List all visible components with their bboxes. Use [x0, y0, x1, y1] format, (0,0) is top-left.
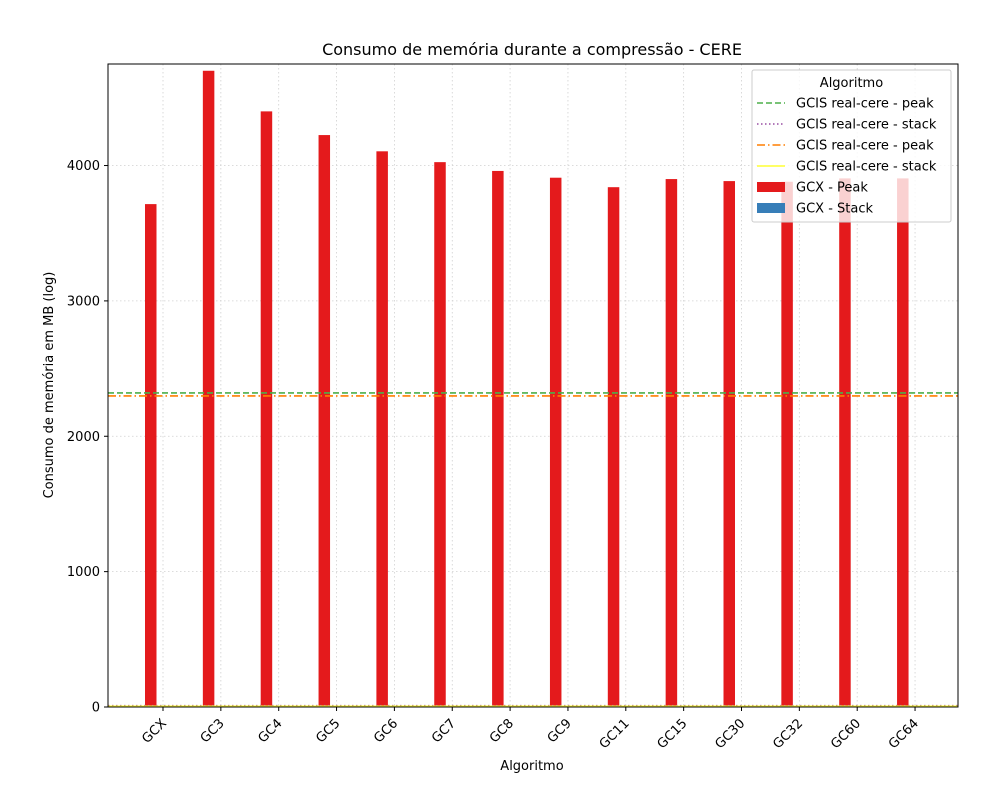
legend-entry-label: GCX - Peak	[796, 181, 868, 196]
bar-peak-GC30	[723, 181, 735, 707]
plot-area-frame	[107, 63, 959, 708]
bar-peak-GC32	[781, 181, 793, 708]
legend-entry-label: GCIS real-cere - peak	[796, 97, 934, 112]
y-tick-label: 2000	[67, 430, 100, 445]
legend-box	[751, 69, 952, 223]
legend-entry-label: GCIS real-cere - stack	[796, 118, 937, 133]
reference-lines	[108, 392, 958, 708]
y-tick-label: 0	[92, 701, 100, 716]
legend-patch-swatch	[757, 203, 785, 213]
bar-peak-GC60	[839, 178, 851, 707]
bar-peak-GC6	[376, 151, 388, 708]
bar-peak-GC4	[260, 111, 273, 707]
y-tick-label: 4000	[67, 159, 100, 174]
legend: Algoritmo GCIS real-cere - peak GCIS real-…	[751, 69, 952, 223]
bar-peak-GC7	[434, 162, 446, 708]
bar-peak-GC3	[202, 70, 215, 707]
legend-patch-swatch	[757, 182, 785, 192]
chart-title: Consumo de memória durante a compressão …	[322, 40, 742, 59]
y-axis-label: Consumo de memória em MB (log)	[42, 272, 57, 499]
bar-peak-GC15	[665, 179, 678, 707]
legend-title: Algoritmo	[820, 76, 883, 91]
bar-peak-GC8	[492, 170, 504, 708]
bar-group	[145, 70, 909, 708]
y-axis: 0 1000 2000 3000 4000	[67, 159, 108, 716]
bar-peak-GCX	[145, 204, 157, 707]
legend-entry-label: GCIS real-cere - peak	[796, 139, 934, 154]
legend-entry-label: GCIS real-cere - stack	[796, 160, 937, 175]
bar-peak-GC64	[897, 178, 909, 707]
y-tick-label: 1000	[67, 565, 100, 580]
x-axis-label: Algoritmo	[500, 759, 563, 774]
legend-entry-label: GCX - Stack	[796, 202, 873, 217]
y-tick-label: 3000	[67, 294, 100, 309]
bar-peak-GC5	[318, 135, 331, 707]
bar-peak-GC11	[607, 187, 620, 708]
bar-peak-GC9	[549, 177, 562, 707]
